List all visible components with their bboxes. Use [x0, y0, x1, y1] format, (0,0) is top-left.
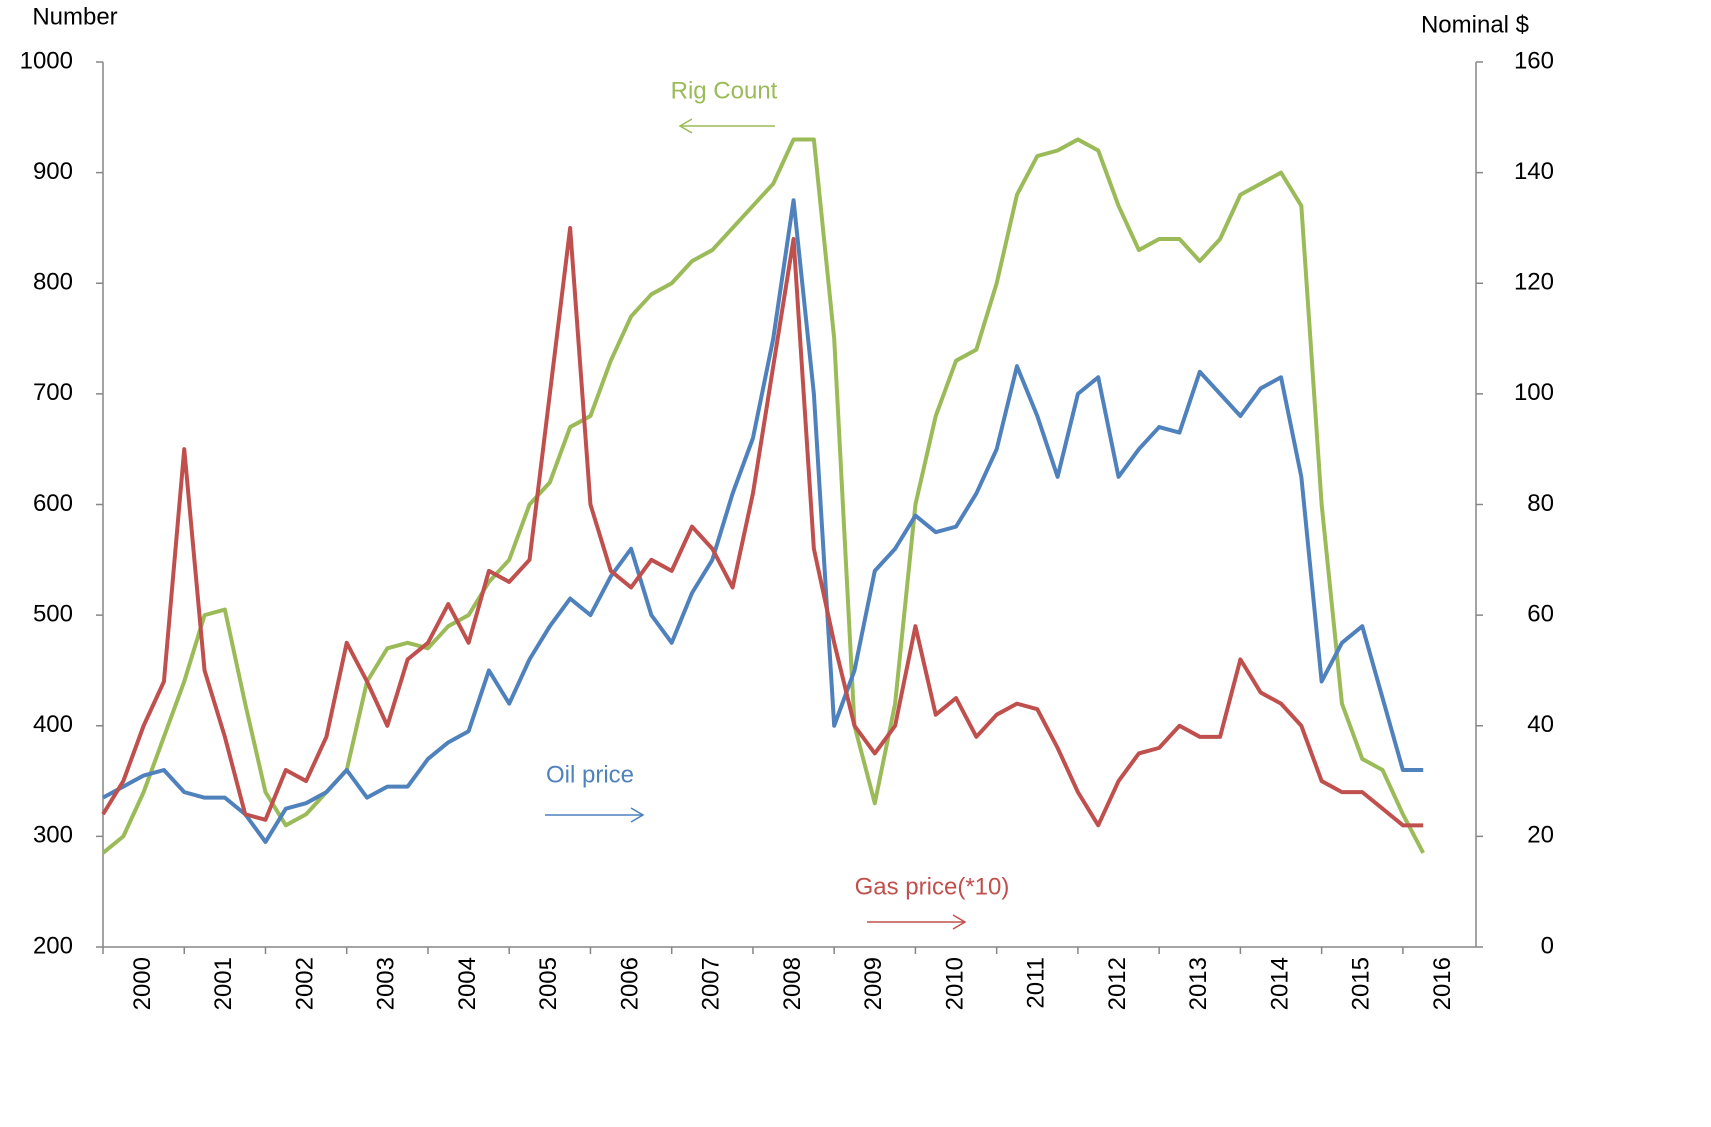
x-tick-label: 2005 [535, 957, 562, 1010]
y-tick-label: 200 [33, 932, 73, 959]
x-tick-label: 2013 [1185, 957, 1212, 1010]
arrow [867, 914, 967, 930]
y2-tick-label: 80 [1527, 490, 1554, 517]
arrow [545, 807, 645, 823]
series-annotation: Oil price [546, 761, 634, 788]
x-tick-label: 2004 [454, 957, 481, 1010]
x-tick-label: 2002 [291, 957, 318, 1010]
arrow [678, 118, 775, 134]
series-annotation: Gas price(*10) [855, 873, 1010, 900]
x-tick-label: 2007 [698, 957, 725, 1010]
y2-tick-label: 100 [1514, 379, 1554, 406]
series-line [102, 198, 1424, 844]
series-line [101, 225, 1424, 828]
x-tick-label: 2011 [1023, 957, 1050, 1009]
y2-tick-label: 60 [1527, 600, 1554, 627]
series-annotation: Rig Count [671, 77, 778, 104]
y2-tick-label: 40 [1527, 711, 1554, 738]
x-tick-label: 2010 [941, 957, 968, 1010]
y-tick-label: 900 [33, 158, 73, 185]
y2-tick-label: 120 [1514, 269, 1554, 296]
y-tick-label: 1000 [20, 47, 73, 74]
x-tick-label: 2014 [1266, 957, 1293, 1010]
x-tick-label: 2006 [616, 957, 643, 1010]
x-tick-label: 2009 [860, 957, 887, 1010]
x-tick-label: 2001 [210, 957, 237, 1010]
x-tick-label: 2000 [129, 957, 156, 1010]
y-tick-label: 300 [33, 822, 73, 849]
x-tick-label: 2012 [1104, 957, 1131, 1010]
y-tick-label: 400 [33, 711, 73, 738]
x-tick-label: 2008 [779, 957, 806, 1010]
series-line [101, 137, 1425, 855]
y-tick-label: 700 [33, 379, 73, 406]
y2-tick-label: 0 [1541, 932, 1554, 959]
y2-tick-label: 20 [1527, 822, 1554, 849]
y2-axis-label: Nominal $ [1421, 11, 1529, 38]
y2-tick-label: 140 [1514, 158, 1554, 185]
y-axis-label: Number [32, 3, 117, 30]
y-tick-label: 600 [33, 490, 73, 517]
x-tick-label: 2015 [1348, 957, 1375, 1010]
y-tick-label: 500 [33, 600, 73, 627]
x-tick-label: 2016 [1429, 957, 1456, 1010]
x-tick-label: 2003 [373, 957, 400, 1010]
y-tick-label: 800 [33, 269, 73, 296]
y2-tick-label: 160 [1514, 47, 1554, 74]
